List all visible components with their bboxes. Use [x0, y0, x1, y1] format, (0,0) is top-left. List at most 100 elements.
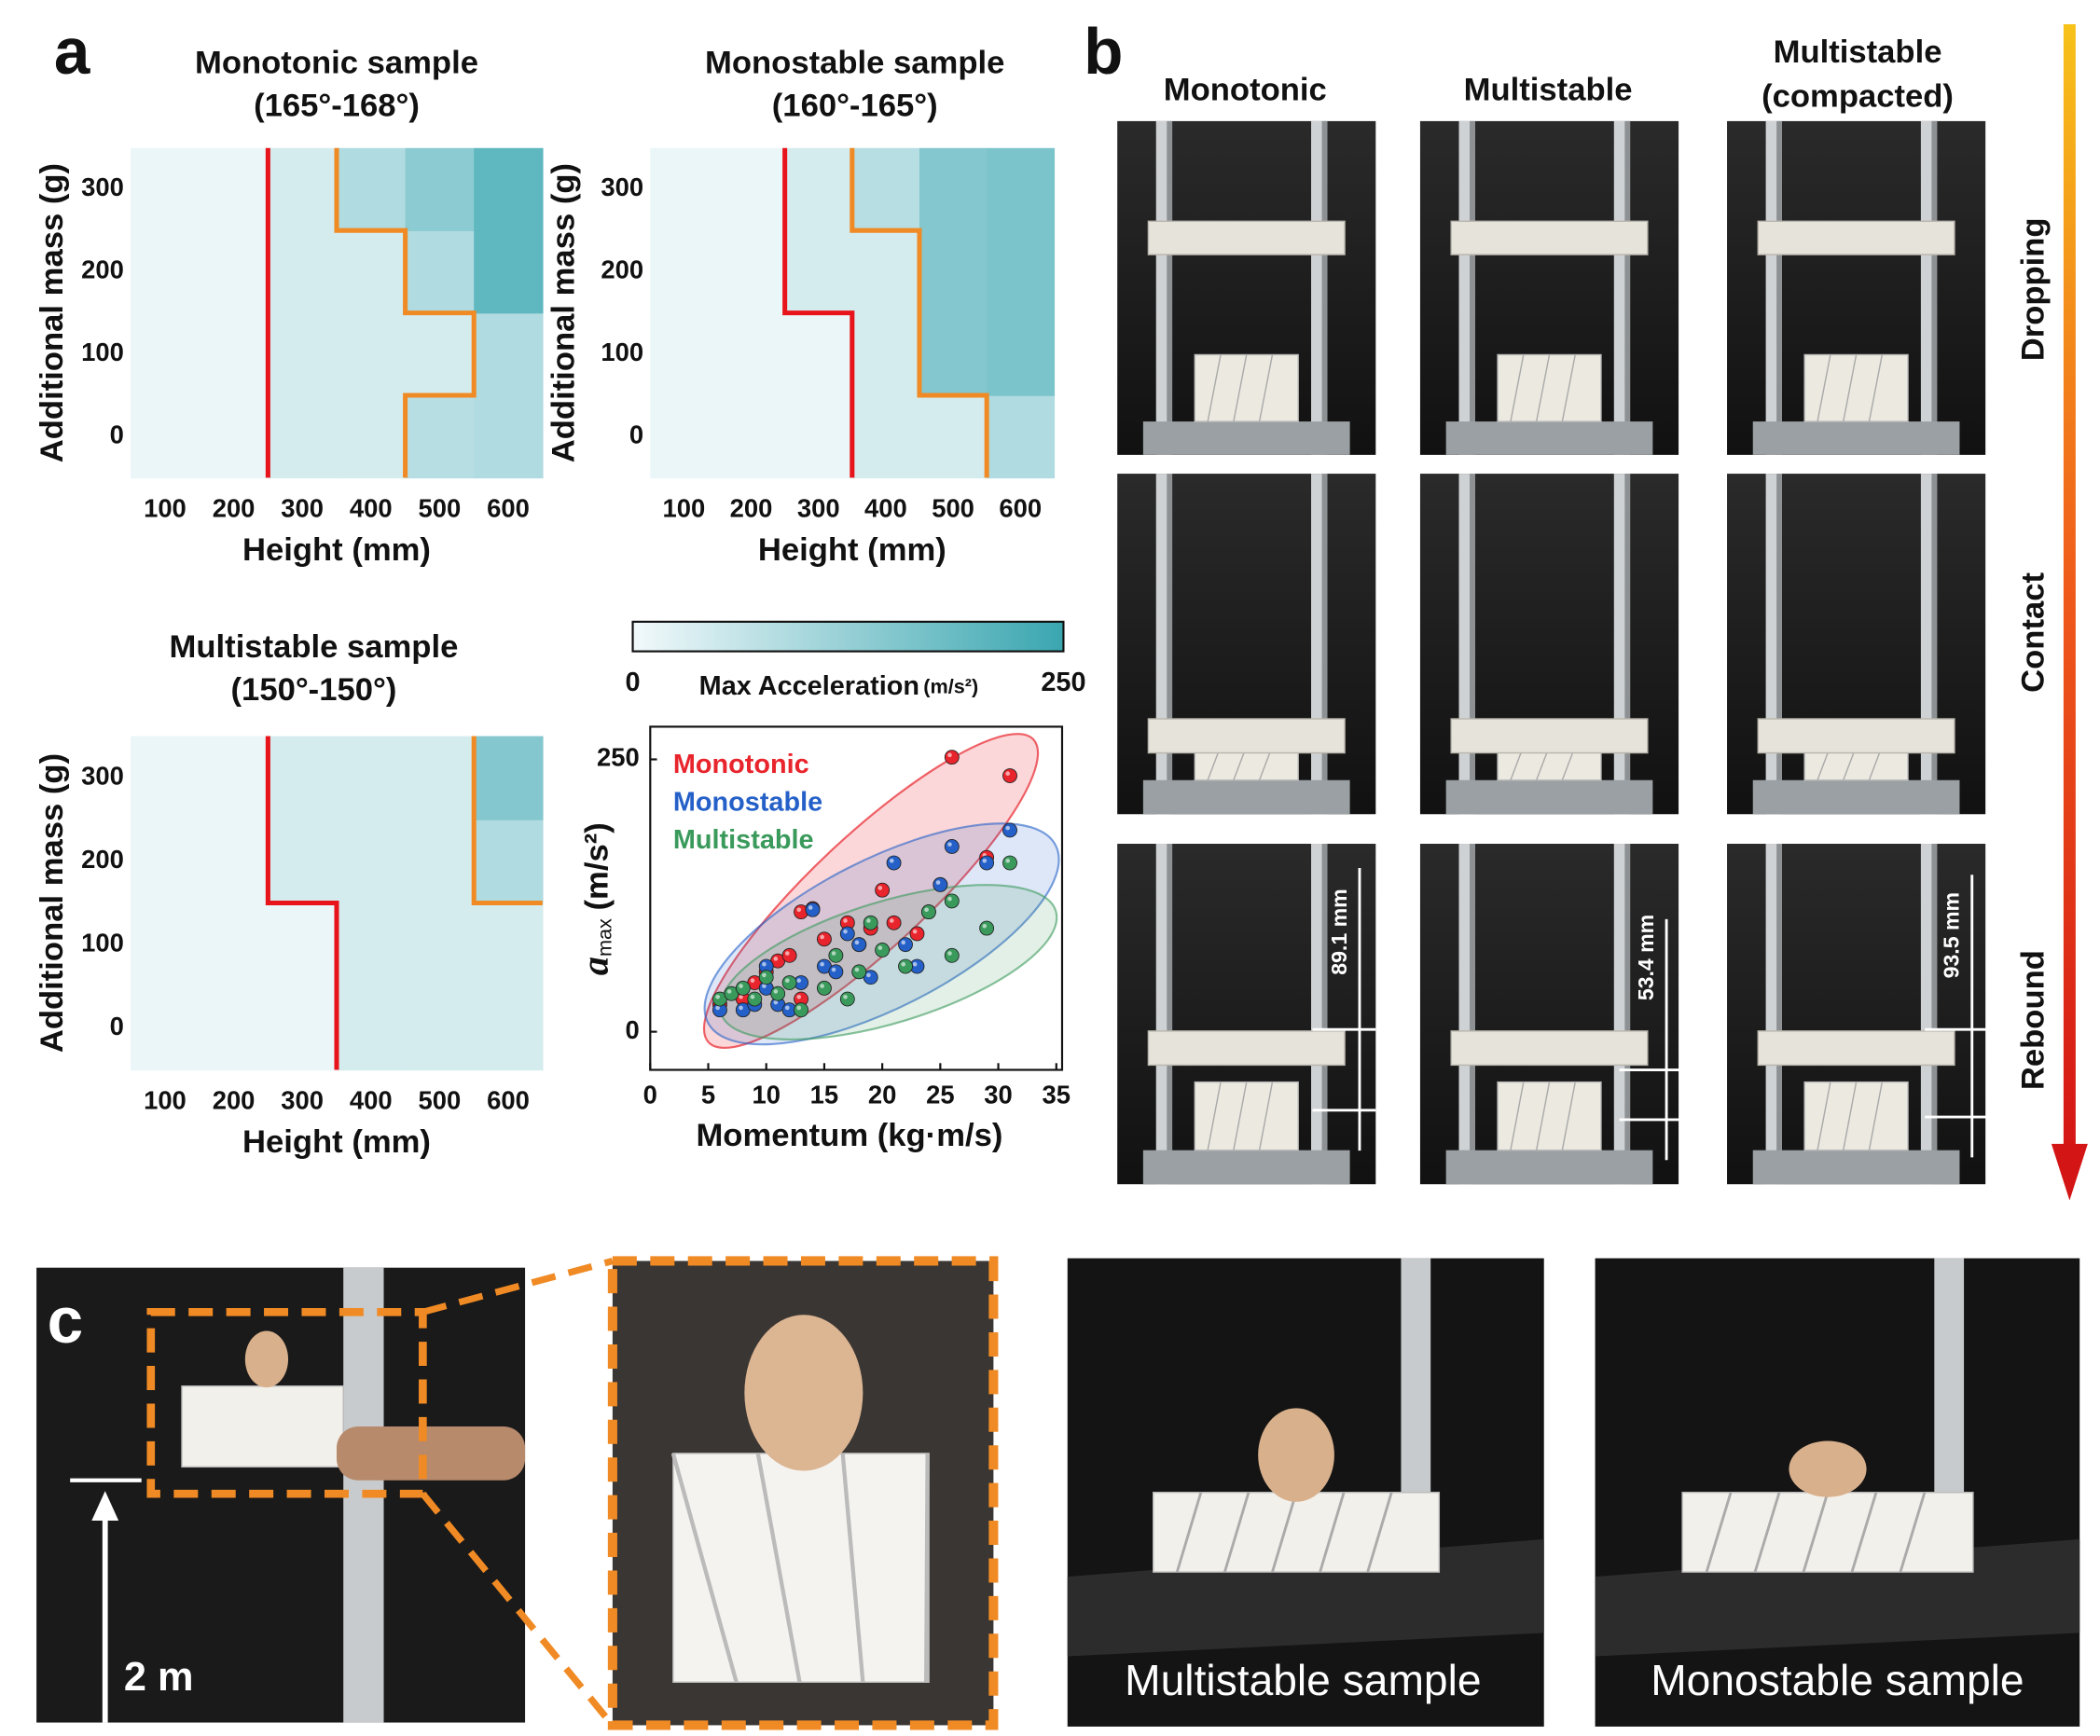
row-label: Rebound [2016, 950, 2052, 1090]
y-label-sub: max [592, 918, 615, 957]
sample-strut [670, 1453, 739, 1683]
y-tick-label: 250 [597, 743, 640, 772]
heatmap-cell [987, 312, 1056, 396]
x-tick-label: 200 [730, 493, 773, 522]
y-axis-label: Additional mass (g) [35, 163, 70, 462]
sample-strut [1258, 1082, 1274, 1150]
point-highlight [796, 978, 802, 984]
point-highlight [796, 907, 802, 913]
heatmap-cell [268, 230, 338, 314]
point [1002, 855, 1017, 871]
colorbar-tick: 250 [1041, 668, 1085, 697]
plot-frame [649, 725, 1064, 1071]
platen [1450, 1030, 1649, 1067]
hand [336, 1426, 526, 1481]
x-tick-label: 0 [643, 1081, 657, 1109]
heatmap-title: (160°-165°) [772, 89, 938, 124]
photo-caption: Multistable sample [1125, 1656, 1481, 1704]
point [735, 980, 751, 996]
legend-entry: Monostable [673, 787, 822, 817]
photo [1419, 120, 1679, 455]
point [794, 1002, 808, 1018]
rod-shade [1776, 120, 1782, 455]
heatmap-cell [336, 230, 407, 314]
heatmap-cell [474, 230, 544, 314]
point [933, 876, 948, 892]
sample-strut [1561, 354, 1576, 422]
heatmap-cell [851, 312, 920, 396]
colorbar [631, 620, 1065, 653]
panel-label: c [48, 1284, 84, 1357]
point-highlight [982, 923, 988, 929]
base-plate [1445, 779, 1653, 815]
rod-shade [1470, 844, 1475, 1185]
heatmap-cell [405, 395, 475, 479]
sample-strut [1223, 1492, 1250, 1573]
boundary-line [265, 736, 339, 1070]
point-highlight [982, 858, 988, 863]
rod-shade [1321, 474, 1328, 815]
point [828, 964, 844, 980]
colorbar-label: Max Acceleration [699, 671, 919, 701]
y-label-unit: (m/s²) [580, 822, 615, 910]
sample-strut [1705, 1492, 1733, 1573]
point [839, 991, 855, 1007]
photo [1117, 120, 1376, 455]
heatmap-cell [784, 230, 853, 314]
sample [181, 1385, 344, 1468]
x-tick-label: 15 [810, 1081, 838, 1109]
rod-shade [1167, 120, 1173, 455]
heatmap-cell [405, 147, 475, 231]
heatmap-cell [336, 902, 407, 987]
point-highlight [866, 972, 871, 978]
x-tick-label: 5 [701, 1081, 715, 1109]
rod-shade [1624, 474, 1631, 815]
x-tick-label: 400 [350, 1085, 393, 1114]
point [839, 926, 855, 942]
photo [1727, 474, 1986, 815]
heatmap-cell [268, 147, 338, 231]
point [898, 958, 913, 974]
heatmap-cell [131, 395, 200, 479]
boundary-line [850, 147, 989, 478]
heatmap-cell [336, 736, 407, 820]
platen [1757, 1030, 1955, 1067]
point-highlight [831, 951, 836, 956]
sample [1497, 1081, 1602, 1151]
platen [1147, 220, 1346, 255]
point-highlight [935, 880, 941, 885]
y-tick-label: 200 [81, 255, 124, 284]
point-highlight [877, 945, 883, 950]
rod [1934, 1258, 1965, 1516]
rod [1401, 1258, 1431, 1516]
x-tick-label: 30 [984, 1081, 1012, 1109]
row-label: Dropping [2016, 217, 2052, 361]
sample-strut [1561, 1082, 1576, 1150]
x-tick-label: 600 [999, 493, 1042, 522]
x-tick-label: 500 [419, 1085, 462, 1114]
point-highlight [877, 886, 883, 890]
sample-strut [1899, 1492, 1927, 1573]
point-highlight [762, 972, 767, 978]
heatmap-cell [474, 312, 544, 396]
y-tick-label: 100 [81, 929, 124, 958]
point [886, 915, 902, 930]
point [781, 975, 797, 990]
platen [1147, 1030, 1346, 1067]
sample [1194, 1081, 1299, 1151]
point [747, 991, 763, 1007]
heatmap-cell [131, 986, 200, 1071]
x-axis-label: Height (mm) [242, 1124, 431, 1160]
point-highlight [820, 984, 824, 988]
heatmap-title: Monostable sample [705, 45, 1004, 80]
base-plate [1142, 779, 1350, 815]
heatmap-cell [336, 312, 407, 396]
heatmap-cell [717, 230, 786, 314]
x-tick-label: 300 [281, 1085, 324, 1114]
rod-shade [1321, 120, 1328, 455]
y-axis-label: Additional mass (g) [35, 753, 70, 1053]
heatmap-cell [405, 736, 475, 820]
heatmap-cell [851, 147, 920, 231]
point-highlight [750, 994, 755, 999]
